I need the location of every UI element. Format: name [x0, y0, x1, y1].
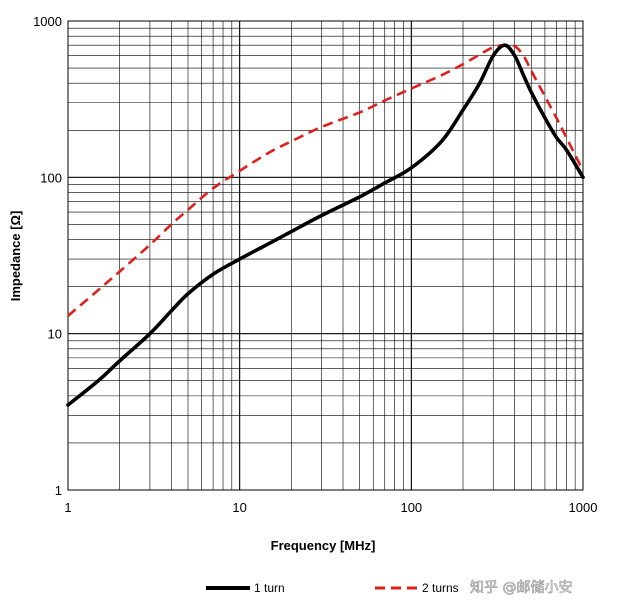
x-axis-title: Frequency [MHz]	[271, 538, 376, 553]
series-layer	[66, 43, 585, 407]
x-tick-label: 1000	[569, 500, 598, 515]
x-tick-labels: 1 10 100 1000	[64, 500, 597, 515]
x-tick-label: 1	[64, 500, 71, 515]
legend-label-2-turns: 2 turns	[422, 581, 459, 595]
y-tick-labels: 1 10 100 1000	[33, 14, 62, 498]
y-tick-label: 100	[40, 170, 62, 185]
y-axis-title: Impedance [Ω]	[8, 211, 23, 302]
x-tick-label: 100	[400, 500, 422, 515]
legend: 1 turn 2 turns	[206, 581, 459, 595]
grid	[67, 20, 584, 491]
y-tick-label: 10	[48, 327, 62, 342]
series-line-1-turn	[66, 43, 585, 407]
legend-label-1-turn: 1 turn	[254, 581, 285, 595]
plot-border	[67, 20, 584, 491]
series-line-2-turns	[67, 43, 585, 317]
y-tick-label: 1	[55, 483, 62, 498]
y-tick-label: 1000	[33, 14, 62, 29]
watermark: 知乎 @邮储小安	[470, 579, 572, 596]
x-tick-label: 10	[232, 500, 246, 515]
